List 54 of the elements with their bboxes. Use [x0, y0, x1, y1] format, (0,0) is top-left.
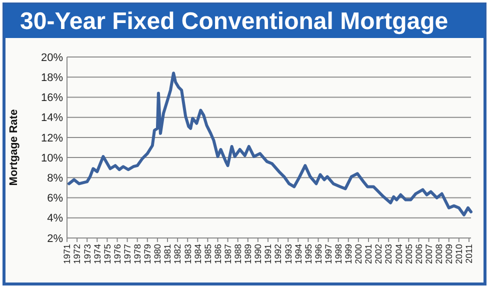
- x-tick-label: 2009: [444, 244, 454, 264]
- x-tick-label: 1994: [293, 244, 304, 264]
- x-tick-label: 2005: [404, 244, 414, 264]
- x-tick-label: 1976: [112, 244, 122, 264]
- x-tick-label: 1985: [202, 244, 213, 264]
- x-tick-label: 2000: [354, 244, 364, 264]
- x-tick-label: 1978: [132, 244, 142, 264]
- x-tick-label: 1975: [102, 244, 112, 264]
- x-tick-label: 1993: [283, 244, 294, 264]
- x-tick-label: 1999: [344, 244, 354, 264]
- x-tick-label: 2002: [374, 244, 384, 264]
- x-tick-label: 1981: [162, 244, 173, 264]
- y-tick-label: 16%: [40, 92, 64, 104]
- x-tick-label: 1974: [92, 244, 102, 264]
- y-axis-title: Mortgage Rate: [8, 109, 20, 186]
- x-tick-label: 1971: [62, 244, 72, 264]
- x-tick-label: 1987: [222, 244, 233, 264]
- y-tick-label: 8%: [47, 172, 64, 185]
- y-tick-label: 12%: [40, 132, 64, 144]
- x-tick-label: 1992: [273, 244, 284, 264]
- line-series: [68, 72, 472, 216]
- x-tick-label: 1982: [172, 244, 183, 264]
- y-tick-label: 4%: [47, 212, 64, 225]
- x-tick-label: 2007: [424, 244, 434, 264]
- x-tick-label: 1988: [232, 244, 243, 264]
- x-tick-label: 1977: [122, 244, 132, 264]
- chart-title: 30-Year Fixed Conventional Mortgage: [20, 8, 448, 35]
- x-tick-label: 2003: [384, 244, 394, 264]
- y-tick-label: 18%: [40, 72, 64, 84]
- x-tick-label: 2011: [464, 244, 474, 264]
- x-tick-label: 1983: [182, 244, 193, 264]
- x-tick-label: 1980: [152, 244, 163, 264]
- y-tick-label: 14%: [40, 112, 64, 124]
- x-tick-label: 1990: [253, 244, 264, 264]
- x-tick-label: 1979: [142, 244, 153, 264]
- x-tick-label: 1998: [333, 244, 344, 264]
- x-tick-label: 1997: [323, 244, 334, 264]
- x-tick-label: 1995: [303, 244, 314, 264]
- x-tick-label: 2006: [414, 244, 424, 264]
- x-tick-label: 1972: [72, 244, 82, 264]
- x-tick-label: 2004: [394, 244, 404, 264]
- x-tick-label: 1989: [243, 244, 254, 264]
- y-tick-label: 2%: [47, 232, 64, 245]
- x-tick-label: 1973: [82, 244, 92, 264]
- y-tick-label: 20%: [40, 52, 64, 64]
- y-tick-label: 10%: [40, 152, 64, 164]
- x-tick-label: 1984: [192, 244, 203, 264]
- x-tick-label: 2008: [434, 244, 444, 264]
- x-tick-label: 1996: [313, 244, 324, 264]
- x-tick-label: 2010: [454, 244, 464, 264]
- x-tick-label: 1986: [212, 244, 223, 264]
- x-tick-label: 2001: [364, 244, 374, 264]
- y-tick-label: 6%: [47, 192, 64, 205]
- x-tick-label: 1991: [263, 244, 274, 264]
